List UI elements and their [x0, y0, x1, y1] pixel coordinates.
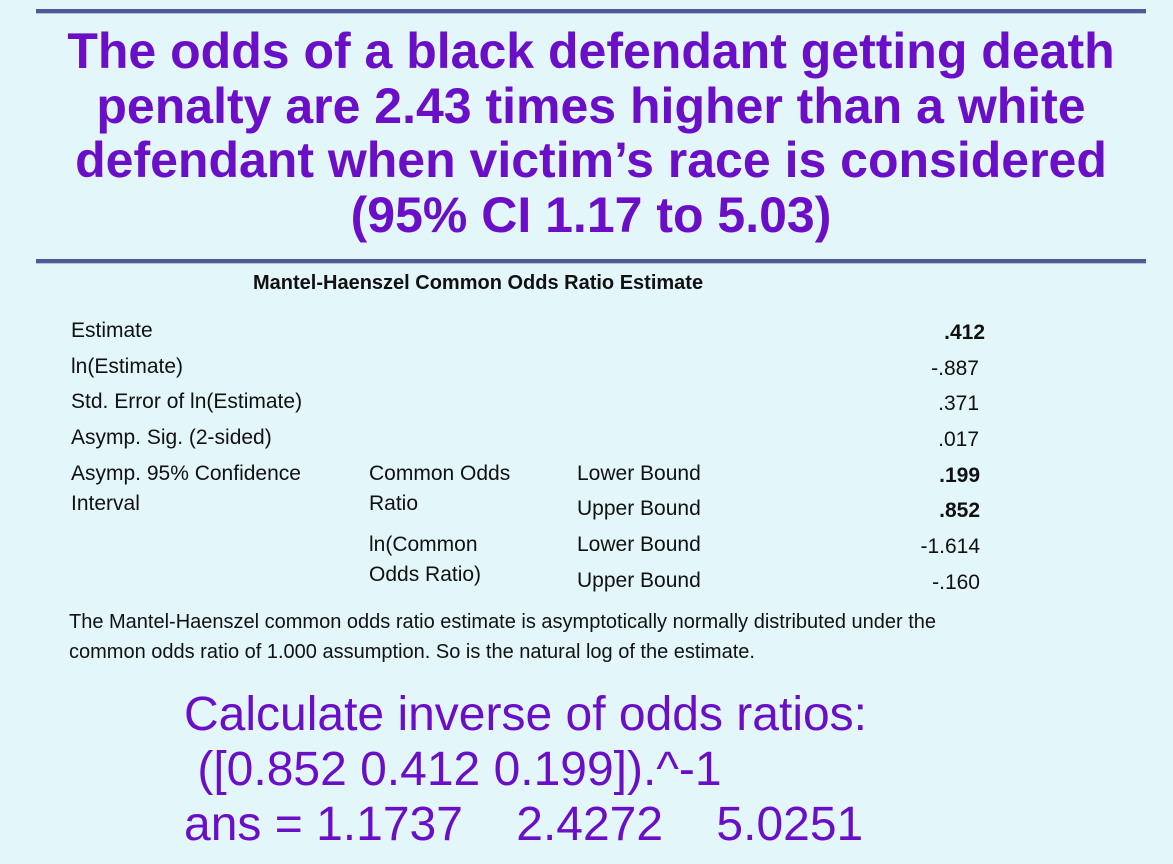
calc-line-3: ans = 1.1737 2.4272 5.0251 [184, 798, 864, 851]
ln-lower-bound-label: Lower Bound [577, 533, 701, 556]
value-common-upper: .852 [939, 499, 980, 522]
top-divider [36, 9, 1146, 14]
ci-label-line2: Interval [71, 492, 140, 515]
value-common-lower: .199 [939, 464, 980, 487]
common-lower-bound-label: Lower Bound [577, 462, 701, 485]
ln-common-label-line1: ln(Common [369, 533, 478, 556]
bottom-divider [36, 259, 1146, 264]
row-label-asymp-sig: Asymp. Sig. (2-sided) [71, 426, 272, 449]
value-ln-lower: -1.614 [920, 535, 980, 558]
row-label-estimate: Estimate [71, 319, 153, 342]
table-footnote: The Mantel-Haenszel common odds ratio es… [69, 611, 937, 663]
ci-label-line1: Asymp. 95% Confidence [71, 462, 301, 485]
common-upper-bound-label: Upper Bound [577, 497, 701, 520]
value-asymp-sig: .017 [938, 428, 979, 451]
ln-upper-bound-label: Upper Bound [577, 569, 701, 592]
calc-line-1: Calculate inverse of odds ratios: [184, 688, 868, 741]
value-ln-upper: -.160 [932, 571, 980, 594]
common-odds-label-line1: Common Odds [369, 462, 511, 485]
row-label-ln-estimate: ln(Estimate) [71, 355, 184, 378]
ln-common-label-line2: Odds Ratio) [369, 563, 482, 586]
calc-line-2: ([0.852 0.412 0.199]).^-1 [184, 743, 722, 796]
value-ln-estimate: -.887 [931, 357, 979, 380]
value-estimate: .412 [944, 321, 985, 344]
row-label-std-error: Std. Error of ln(Estimate) [71, 390, 303, 413]
slide-headline: The odds of a black defendant getting de… [67, 23, 1115, 243]
common-odds-label-line2: Ratio [369, 492, 419, 515]
value-std-error: .371 [938, 392, 979, 415]
table-title: Mantel-Haenszel Common Odds Ratio Estima… [253, 272, 704, 294]
